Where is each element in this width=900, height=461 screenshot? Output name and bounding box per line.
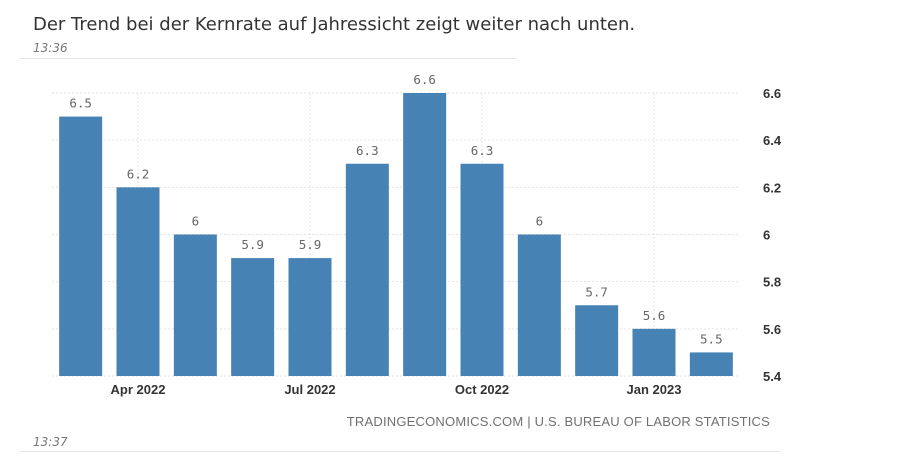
- x-tick-label: Jul 2022: [284, 382, 335, 397]
- bar: [689, 352, 733, 376]
- y-tick-label: 6.4: [763, 133, 782, 148]
- bar: [575, 305, 619, 376]
- data-label: 6.2: [127, 166, 150, 181]
- data-label: 5.9: [241, 237, 264, 252]
- bar: [345, 163, 389, 376]
- bar: [517, 234, 561, 376]
- bar: [173, 234, 217, 376]
- data-label: 5.6: [643, 308, 666, 323]
- timestamp-bottom: 13:37: [33, 435, 68, 449]
- bar: [632, 328, 676, 376]
- x-tick-label: Oct 2022: [455, 382, 509, 397]
- data-label: 6: [192, 214, 200, 229]
- data-label: 5.7: [585, 284, 608, 299]
- bar: [116, 187, 160, 376]
- bar: [231, 258, 275, 376]
- y-tick-label: 6.6: [763, 86, 781, 101]
- bar: [59, 116, 103, 376]
- data-label: 6.5: [69, 96, 92, 111]
- x-tick-label: Jan 2023: [627, 382, 682, 397]
- data-label: 6.3: [471, 143, 494, 158]
- x-tick-label: Apr 2022: [111, 382, 166, 397]
- y-tick-label: 5.4: [763, 369, 782, 384]
- chart-source: TRADINGECONOMICS.COM | U.S. BUREAU OF LA…: [346, 414, 770, 429]
- headline: Der Trend bei der Kernrate auf Jahressic…: [33, 14, 636, 35]
- bar: [403, 93, 447, 376]
- data-label: 5.9: [299, 237, 322, 252]
- data-label: 6.3: [356, 143, 379, 158]
- bar: [460, 163, 504, 376]
- y-tick-label: 6.2: [763, 180, 781, 195]
- bar: [288, 258, 332, 376]
- y-tick-label: 6: [763, 228, 770, 243]
- timestamp-top: 13:36: [33, 41, 68, 55]
- data-label: 6.6: [413, 72, 436, 87]
- data-label: 6: [536, 214, 544, 229]
- divider-top: [20, 58, 516, 59]
- y-tick-label: 5.8: [763, 275, 781, 290]
- divider-bottom: [20, 451, 780, 452]
- data-label: 5.5: [700, 331, 723, 346]
- y-tick-label: 5.6: [763, 322, 781, 337]
